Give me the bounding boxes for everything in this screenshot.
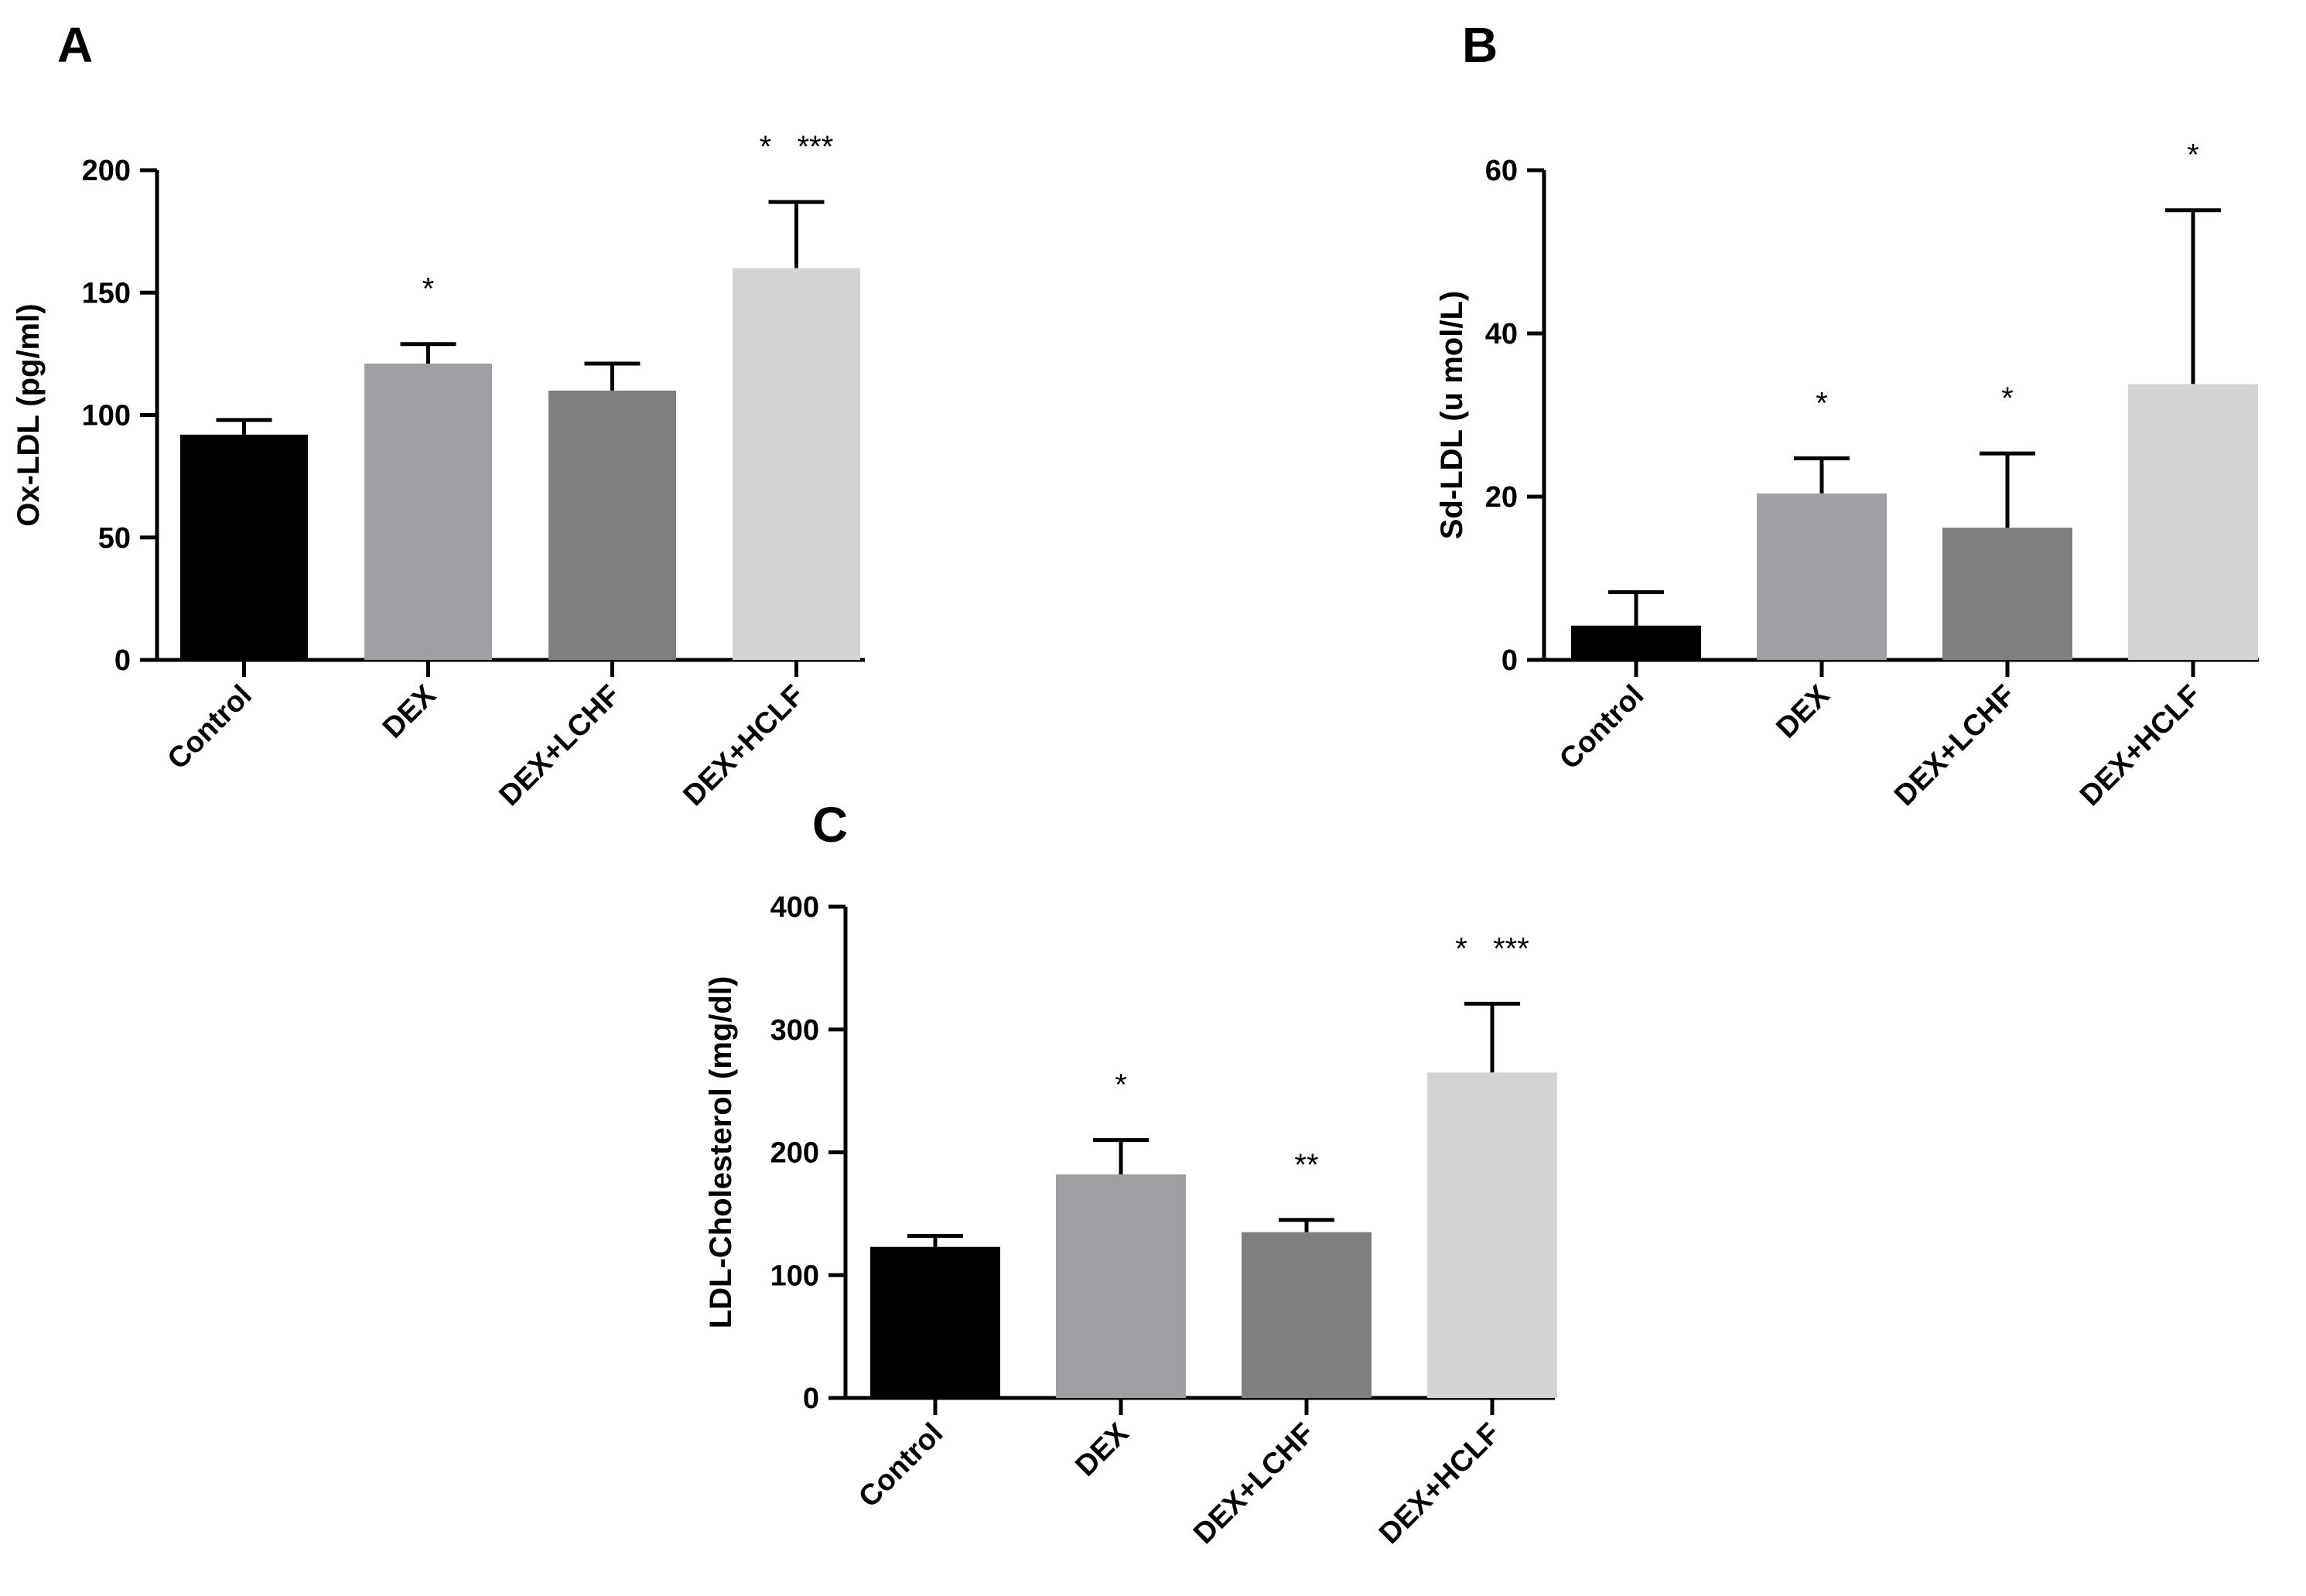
bar-dex	[1757, 493, 1887, 660]
bar-dex-lchf	[1942, 528, 2072, 660]
y-axis-label: LDL-Cholesterol (mg/dl)	[704, 976, 738, 1329]
x-category-label: DEX+LCHF	[1888, 679, 2021, 812]
y-tick-label: 20	[1485, 481, 1518, 514]
x-category-label: DEX	[1069, 1417, 1135, 1482]
chart-panel-c: C 0 100 200 300 400 LDL-Cholesterol (mg/dl) Con…	[704, 797, 1557, 1550]
y-tick-label: 200	[82, 155, 131, 187]
y-tick-label: 150	[82, 277, 131, 309]
x-category-label: DEX+HCLF	[1373, 1417, 1506, 1550]
y-tick-label: 40	[1485, 318, 1518, 350]
x-category-label: Control	[852, 1417, 949, 1514]
y-tick-label: 100	[770, 1259, 819, 1292]
y-tick-label: 0	[803, 1382, 819, 1415]
y-tick-label: 200	[770, 1137, 819, 1170]
significance-label: * ***	[1455, 931, 1529, 965]
significance-label: **	[1294, 1148, 1318, 1182]
x-category-label: DEX+LCHF	[494, 679, 627, 812]
bar-dex-lchf	[1242, 1232, 1372, 1398]
x-category-label: DEX	[1770, 678, 1836, 744]
significance-label: *	[1816, 386, 1828, 420]
chart-panel-b: B 0 20 40 60 Sd-LDL (u mol/L) Control * DEX * DEX+…	[1435, 17, 2259, 812]
x-category-label: DEX+LCHF	[1187, 1417, 1320, 1550]
x-category-label: Control	[162, 679, 258, 776]
x-category-label: DEX+HCLF	[2074, 679, 2207, 812]
y-axis-label: Sd-LDL (u mol/L)	[1435, 291, 1469, 539]
y-tick-label: 0	[1501, 644, 1518, 677]
y-tick-label: 300	[770, 1014, 819, 1047]
panel-letter: A	[57, 17, 93, 73]
significance-label: *	[422, 272, 435, 306]
bar-dex-lchf	[548, 390, 676, 660]
bar-dex	[1056, 1174, 1186, 1398]
x-category-label: Control	[1553, 679, 1650, 776]
bar-control	[180, 434, 308, 660]
bar-control	[870, 1246, 1000, 1398]
y-tick-label: 0	[114, 644, 131, 677]
significance-label: *	[2001, 381, 2014, 415]
bar-dex-hclf	[733, 268, 860, 660]
chart-panel-a: A 0 50 100 150 200 Ox-LDL (pg/ml) Control * DEX DE…	[12, 17, 865, 812]
significance-label: *	[2187, 138, 2199, 173]
x-category-label: DEX	[377, 678, 442, 744]
bar-dex-hclf	[1427, 1072, 1557, 1398]
y-tick-label: 100	[82, 400, 131, 432]
panel-letter: B	[1462, 17, 1498, 73]
significance-label: *	[1115, 1068, 1127, 1102]
panel-letter: C	[812, 797, 848, 853]
y-tick-label: 50	[98, 522, 131, 555]
bar-dex-hclf	[2128, 384, 2258, 660]
y-tick-label: 60	[1485, 155, 1518, 187]
bar-control	[1571, 625, 1701, 660]
y-axis-label: Ox-LDL (pg/ml)	[12, 303, 46, 526]
bar-dex	[364, 364, 492, 660]
y-tick-label: 400	[770, 891, 819, 924]
significance-label: * ***	[760, 130, 834, 164]
x-category-label: DEX+HCLF	[678, 679, 811, 812]
